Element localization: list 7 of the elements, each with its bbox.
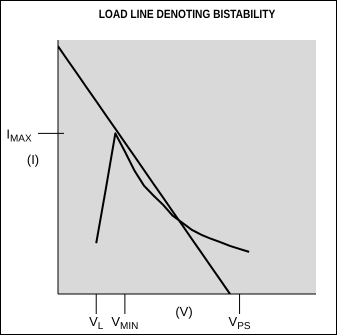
x-axis-title: (V) — [175, 304, 193, 319]
x-tick-label: V$_{L}$ — [89, 314, 104, 332]
x-tick-label: V$_{MIN}$ — [111, 314, 138, 332]
x-tick-label: V$_{PS}$ — [228, 314, 251, 332]
text: I$_{MAX}$ — [6, 126, 32, 144]
y-axis-title: (I) — [26, 152, 40, 167]
chart-title: LOAD LINE DENOTING BISTABILITY — [98, 7, 276, 21]
